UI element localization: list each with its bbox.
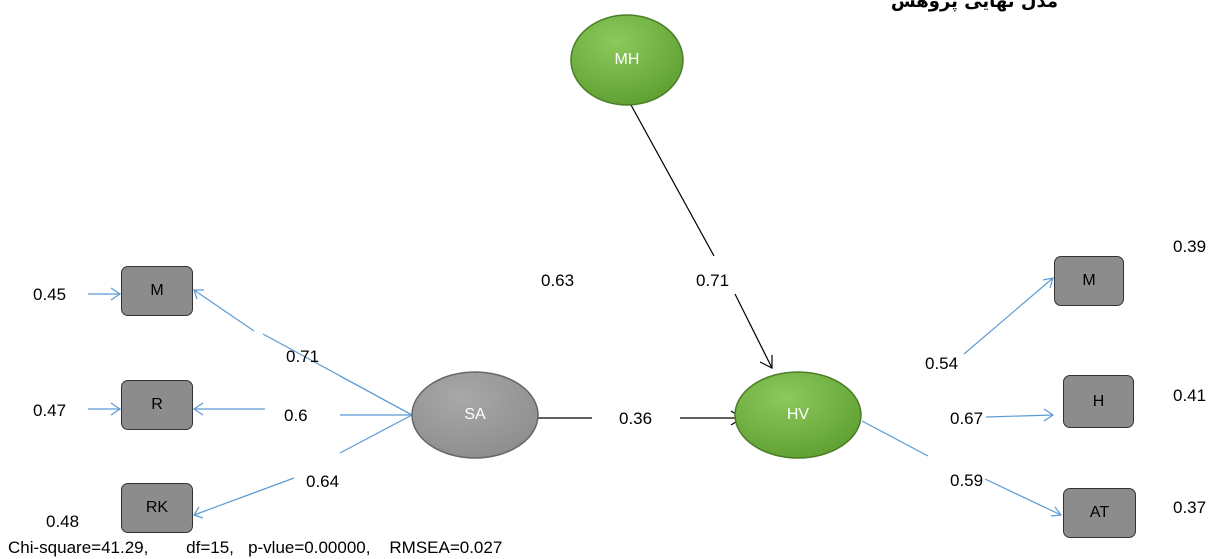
- path-coef-mh-hv: 0.71: [696, 271, 730, 290]
- arrow-to-left-rk: [193, 477, 295, 516]
- path-mh-hv-arrow: [734, 293, 773, 369]
- hv-to-at-line: [861, 420, 929, 457]
- error-left-m: 0.45: [33, 285, 67, 304]
- fit-chi-square: Chi-square=41.29,: [8, 538, 149, 557]
- error-right-h: 0.41: [1173, 386, 1207, 405]
- loading-sa-rk: 0.64: [306, 472, 340, 491]
- error-right-at: 0.37: [1173, 498, 1207, 517]
- indicator-label: RK: [145, 499, 169, 516]
- arrow-to-left-m: [193, 289, 255, 332]
- error-right-m: 0.39: [1173, 237, 1207, 256]
- node-mh-label: MH: [614, 51, 640, 68]
- fit-indices: Chi-square=41.29, df=15, p-vlue=0.00000,…: [8, 538, 502, 558]
- indicator-label: H: [1092, 392, 1105, 410]
- arrow-to-right-m: [963, 277, 1054, 355]
- indicator-label: M: [150, 282, 164, 299]
- indicator-box-left-m: M: [121, 266, 193, 316]
- fit-p-value: p-vlue=0.00000,: [248, 538, 371, 557]
- path-coef-sa-hv: 0.36: [619, 409, 653, 428]
- indicator-box-left-r: R: [121, 380, 193, 430]
- indicator-box-left-rk: RK: [121, 483, 193, 533]
- indicator-label: AT: [1089, 504, 1110, 521]
- latent-mh: [570, 14, 684, 106]
- loading-sa-r: 0.6: [284, 406, 308, 425]
- node-hv-label: HV: [786, 406, 810, 423]
- indicator-label: R: [151, 396, 163, 413]
- error-left-rk: 0.48: [46, 512, 80, 531]
- loading-hv-m: 0.54: [925, 354, 959, 373]
- loading-sa-m: 0.71: [286, 347, 320, 366]
- indicator-box-right-m: M: [1054, 256, 1124, 306]
- indicator-box-right-h: H: [1063, 375, 1134, 428]
- diagram-title: مدل نهایی پژوهش: [890, 0, 1058, 12]
- fit-rmsea: RMSEA=0.027: [389, 538, 503, 557]
- error-left-r: 0.47: [33, 401, 67, 420]
- loading-hv-at: 0.59: [950, 471, 984, 490]
- path-mh-hv-line: [630, 104, 715, 257]
- indicator-label: M: [1082, 272, 1096, 289]
- sa-loading-rk-line: [339, 414, 413, 454]
- fit-df: df=15,: [186, 538, 234, 557]
- latent-sa: [411, 371, 539, 459]
- node-sa-label: SA: [464, 406, 486, 423]
- indicator-box-right-at: AT: [1063, 488, 1136, 538]
- latent-hv: [734, 371, 862, 459]
- arrow-to-right-at: [984, 478, 1062, 516]
- arrow-to-right-h: [985, 414, 1054, 418]
- loading-hv-h: 0.67: [950, 409, 984, 428]
- r-squared-value: 0.63: [541, 271, 575, 290]
